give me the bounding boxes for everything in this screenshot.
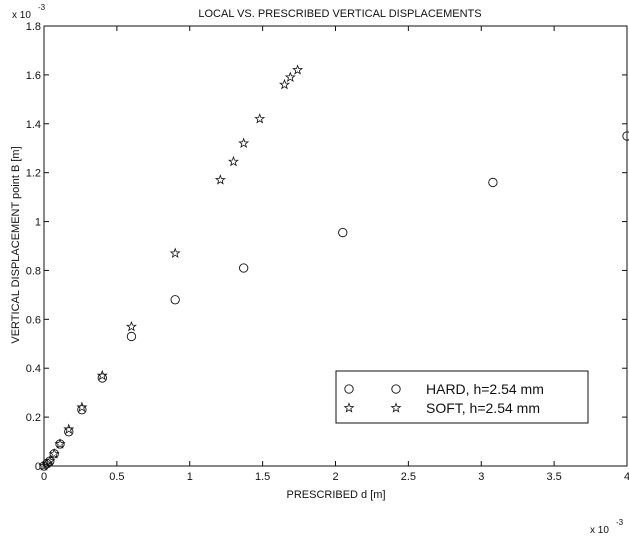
series-star: [38, 64, 304, 471]
data-point-star: [292, 64, 304, 75]
data-point-circle: [97, 373, 107, 383]
y-tick-label: 0: [35, 461, 41, 473]
x-tick-label: 1.5: [255, 471, 270, 483]
x-tick-label: 3.5: [546, 471, 561, 483]
y-axis-multiplier: x 10 -3: [12, 3, 46, 21]
y-tick-label: 1.2: [26, 168, 41, 180]
data-point-star: [214, 174, 226, 185]
data-point-star: [96, 369, 108, 381]
x-multiplier-exponent: -3: [616, 518, 624, 527]
data-series: [38, 64, 629, 471]
legend-marker-star: [343, 402, 355, 413]
y-tick-label: 1: [35, 217, 41, 229]
legend-label: SOFT, h=2.54 mm: [426, 400, 540, 416]
data-point-circle: [126, 331, 137, 342]
legend-marker-circle: [391, 384, 401, 394]
x-tick-label: 4: [624, 471, 629, 483]
data-point-star: [76, 401, 88, 412]
x-tick-label: 0.5: [109, 471, 124, 483]
legend-label: HARD, h=2.54 mm: [426, 381, 544, 397]
data-point-circle: [338, 227, 348, 238]
data-point-star: [284, 71, 296, 82]
y-multiplier-base: x 10: [12, 10, 31, 21]
y-tick-label: 1.8: [26, 21, 41, 33]
data-point-star: [238, 137, 250, 148]
chart-title: LOCAL VS. PRESCRIBED VERTICAL DISPLACEME…: [198, 8, 481, 20]
data-point-star: [63, 423, 75, 434]
x-tick-label: 0: [41, 471, 47, 483]
x-tick-label: 3: [478, 471, 484, 483]
data-point-star: [54, 438, 66, 449]
y-tick-label: 1.4: [26, 119, 41, 131]
data-point-circle: [622, 131, 629, 141]
x-tick-label: 1: [187, 471, 193, 483]
y-tick-label: 0.4: [26, 363, 41, 375]
data-point-circle: [64, 427, 74, 437]
y-axis-label: VERTICAL DISPLACEMENT point B [m]: [10, 146, 22, 343]
y-multiplier-exponent: -3: [38, 3, 46, 12]
y-tick-label: 0.2: [26, 412, 41, 424]
data-point-star: [125, 320, 137, 332]
axis-tick-labels: 0 0.5 1 1.5 2 2.5 3 3.5 4 0 0.2 0.4 0.6 0.8 1 1.2 1.4 1.6…: [26, 21, 629, 483]
data-point-star: [169, 247, 181, 258]
x-multiplier-base: x 10: [590, 525, 609, 536]
data-point-circle: [239, 263, 249, 273]
legend-box: [335, 370, 589, 424]
data-point-star: [44, 455, 56, 466]
data-point-star: [48, 448, 60, 459]
y-tick-label: 0.8: [26, 265, 41, 277]
y-tick-label: 1.6: [26, 70, 41, 82]
legend-items: HARD, h=2.54 mm SOFT, h=2.54 mm: [343, 381, 544, 416]
data-point-star: [254, 113, 266, 124]
data-point-circle: [488, 177, 498, 188]
x-axis-label: PRESCRIBED d [m]: [286, 489, 385, 501]
data-point-star: [278, 78, 290, 90]
legend: HARD, h=2.54 mm SOFT, h=2.54 mm: [335, 370, 589, 424]
x-tick-label: 2.5: [401, 471, 416, 483]
legend-marker-star: [390, 402, 402, 413]
data-point-circle: [77, 405, 87, 415]
x-axis-multiplier: x 10 -3: [590, 518, 624, 536]
x-tick-label: 2: [332, 471, 338, 483]
axis-ticks: [43, 25, 628, 467]
data-point-star: [227, 155, 239, 167]
y-tick-label: 0.6: [26, 314, 41, 326]
data-point-circle: [170, 295, 180, 305]
legend-marker-circle: [344, 384, 354, 394]
